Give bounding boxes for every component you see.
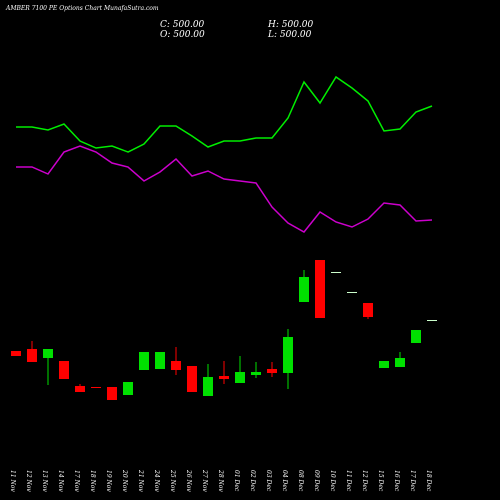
x-tick-label: 16 Dec (393, 470, 400, 492)
candle-body (315, 260, 325, 318)
candle-body (235, 372, 245, 383)
ohlc-label: H: 500.00 (267, 20, 314, 30)
x-tick-label: 04 Dec (281, 470, 288, 492)
x-tick-label: 18 Nov (89, 470, 96, 492)
candle-body (91, 387, 101, 388)
x-tick-label: 21 Nov (137, 469, 144, 492)
x-tick-label: 11 Dec (345, 470, 352, 492)
x-tick-label: 11 Nov (9, 470, 16, 492)
x-tick-label: 25 Nov (169, 469, 176, 492)
candle-body (11, 351, 21, 356)
x-tick-label: 12 Nov (25, 470, 32, 492)
candle-body (219, 376, 229, 379)
chart-title: AMBER 7100 PE Options Chart MunafaSutra.… (5, 5, 159, 12)
x-tick-label: 20 Nov (121, 469, 128, 492)
x-tick-label: 01 Dec (233, 470, 240, 492)
x-tick-label: 26 Nov (185, 469, 192, 492)
candle-body (363, 303, 373, 317)
x-tick-label: 09 Dec (313, 470, 320, 492)
x-tick-label: 28 Nov (217, 469, 224, 492)
candle-body (427, 320, 437, 321)
candle-body (299, 277, 309, 302)
candle-body (411, 330, 421, 343)
x-tick-label: 12 Dec (361, 470, 368, 492)
x-tick-label: 02 Dec (249, 470, 256, 492)
x-tick-label: 17 Nov (73, 470, 80, 492)
candle-body (59, 361, 69, 379)
x-tick-label: 27 Nov (201, 469, 208, 492)
candle-body (251, 372, 261, 375)
candle-body (123, 382, 133, 395)
indicator-line (16, 75, 433, 153)
candle-body (347, 292, 357, 293)
ohlc-label: O: 500.00 (160, 30, 205, 40)
x-tick-label: 03 Dec (265, 470, 272, 492)
x-tick-label: 18 Dec (425, 470, 432, 492)
x-tick-label: 15 Dec (377, 470, 384, 492)
ohlc-label: L: 500.00 (267, 30, 312, 40)
x-tick-label: 10 Dec (329, 470, 336, 492)
x-tick-label: 14 Nov (57, 470, 64, 492)
indicator-line (16, 145, 433, 233)
candle-body (267, 369, 277, 373)
candle-body (155, 352, 165, 369)
candle-body (75, 386, 85, 392)
candle-body (283, 337, 293, 373)
candle-body (43, 349, 53, 358)
candle-body (107, 387, 117, 400)
candle-body (331, 272, 341, 273)
x-tick-label: 08 Dec (297, 470, 304, 492)
x-tick-label: 24 Nov (153, 469, 160, 492)
ohlc-label: C: 500.00 (160, 20, 205, 30)
x-tick-label: 19 Nov (105, 470, 112, 492)
candle-body (171, 361, 181, 370)
candle-body (139, 352, 149, 370)
candle-body (395, 358, 405, 367)
candle-body (187, 366, 197, 392)
x-tick-label: 17 Dec (409, 470, 416, 492)
candle-body (379, 361, 389, 368)
candle-body (27, 349, 37, 362)
x-tick-label: 13 Nov (41, 470, 48, 492)
candle-body (203, 377, 213, 396)
